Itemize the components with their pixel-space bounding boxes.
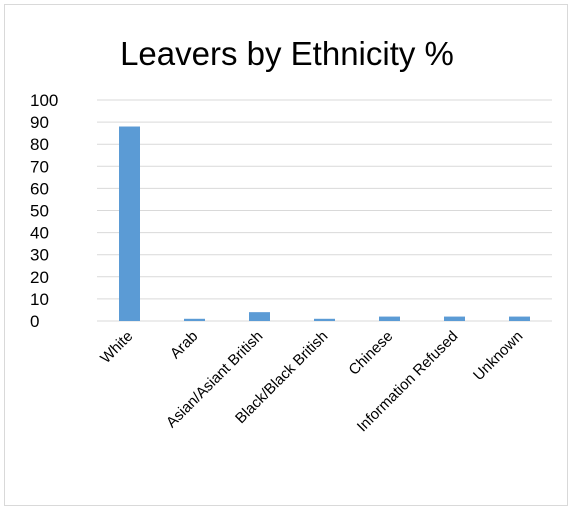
bars	[119, 126, 530, 322]
bar-1	[184, 318, 205, 321]
y-tick-label: 60	[30, 179, 49, 198]
y-tick-label: 40	[30, 224, 49, 243]
bar-4	[379, 316, 400, 321]
x-category-label: Unknown	[470, 328, 526, 384]
y-axis-ticks: 0 10 20 30 40 50 60 70 80 90 100	[30, 91, 58, 331]
y-tick-label: 30	[30, 246, 49, 265]
y-tick-label: 80	[30, 135, 49, 154]
bar-3	[314, 318, 335, 321]
y-tick-label: 10	[30, 290, 49, 309]
y-tick-label: 50	[30, 202, 49, 221]
y-tick-label: 70	[30, 157, 49, 176]
y-tick-label: 100	[30, 91, 58, 110]
bar-0	[119, 126, 140, 322]
x-category-label: Chinese	[345, 328, 396, 379]
x-category-label: White	[97, 328, 136, 367]
gridlines	[97, 99, 552, 322]
x-category-label: Arab	[167, 328, 201, 362]
chart-title: Leavers by Ethnicity %	[120, 35, 454, 72]
bar-5	[444, 316, 465, 321]
bar-2	[249, 312, 270, 321]
y-tick-label: 20	[30, 268, 49, 287]
y-tick-label: 90	[30, 113, 49, 132]
bar-6	[509, 316, 530, 321]
y-tick-label: 0	[30, 312, 39, 331]
